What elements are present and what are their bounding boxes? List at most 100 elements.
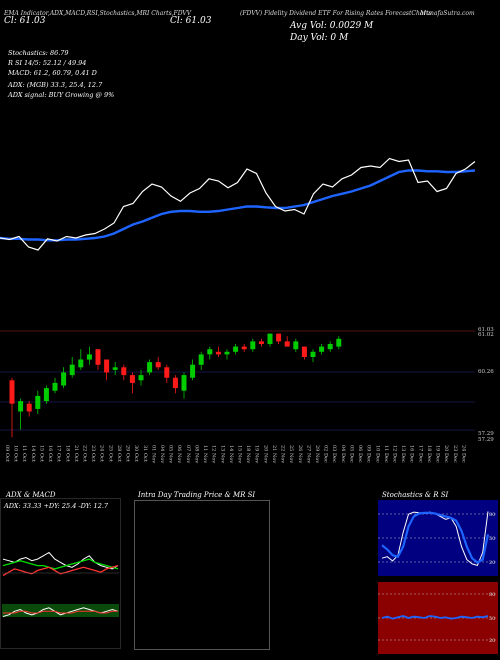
- macd-histogram: [2, 604, 119, 617]
- adx-series-line: [2, 558, 119, 570]
- date-tick-label: 29 Nov: [314, 445, 320, 463]
- adx-lines: [2, 551, 119, 577]
- stochastics-panel: 80 50 20: [378, 500, 498, 576]
- price-line: [0, 157, 476, 251]
- candle-body: [181, 375, 187, 391]
- rsi-panel: 80 50 20: [378, 582, 498, 654]
- candle-body: [69, 364, 75, 376]
- date-tick-label: 06 Dec: [357, 445, 363, 463]
- ema-line: [0, 169, 476, 242]
- date-tick-label: 15 Oct: [38, 445, 44, 462]
- date-tick-label: 04 Nov: [159, 445, 165, 463]
- candle-body: [301, 346, 307, 357]
- date-tick-label: 02 Dec: [323, 445, 329, 463]
- stoch-level-50: 50: [489, 536, 495, 542]
- date-tick-label: 09 Oct: [4, 445, 10, 462]
- date-tick-label: 16 Oct: [47, 445, 53, 462]
- date-tick-label: 11 Oct: [21, 445, 27, 462]
- level-top-a: 61.03: [478, 327, 494, 333]
- date-tick-label: 14 Nov: [228, 445, 234, 463]
- date-tick-label: 22 Oct: [82, 445, 88, 462]
- header-vol-line1: Avg Vol: 0.0029 M: [290, 21, 374, 31]
- indicator-macd: MACD: 61.2, 60.79, 0.41 D: [8, 69, 97, 77]
- date-tick-label: 01 Nov: [150, 445, 156, 463]
- adx-series-line: [2, 564, 119, 577]
- rsi-level-20: 20: [489, 638, 495, 644]
- date-tick-label: 13 Dec: [400, 445, 406, 463]
- candle-body: [250, 341, 256, 350]
- date-tick-label: 20 Dec: [443, 445, 449, 463]
- date-tick-label: 09 Dec: [366, 445, 372, 463]
- date-tick-label: 25 Oct: [107, 445, 113, 462]
- date-tick-label: 24 Dec: [460, 445, 466, 463]
- candle-body: [155, 362, 161, 368]
- candle-body: [207, 349, 213, 355]
- candle-body: [327, 344, 333, 350]
- date-tick-label: 25 Nov: [288, 445, 294, 463]
- date-tick-label: 18 Oct: [64, 445, 70, 462]
- price-ema-chart: [0, 157, 476, 251]
- adx-series-line: [2, 551, 119, 570]
- stoch-series-line: [381, 511, 490, 564]
- date-tick-label: 04 Dec: [340, 445, 346, 463]
- rsi-series-line: [381, 615, 489, 620]
- candle-body: [104, 359, 110, 373]
- date-tick-label: 19 Dec: [435, 445, 441, 463]
- date-tick-label: 24 Oct: [99, 445, 105, 462]
- candle-body: [129, 375, 135, 383]
- date-tick-label: 12 Nov: [211, 445, 217, 463]
- rsi-level-50: 50: [489, 616, 495, 622]
- date-tick-label: 16 Dec: [409, 445, 415, 463]
- header-ticker-info: (FDVV) Fidelity Dividend ETF For Rising …: [240, 10, 432, 17]
- candle-body: [190, 364, 196, 378]
- header-vol-line2: Day Vol: 0 M: [290, 33, 349, 43]
- candle-body: [18, 401, 24, 412]
- date-tick-label: 17 Dec: [417, 445, 423, 463]
- indicator-adx-signal: ADX signal: BUY Growing @ 9%: [8, 91, 115, 99]
- adx-values: ADX: 33.33 +DY: 25.4 -DY: 12.7: [3, 502, 109, 510]
- candle-body: [241, 346, 247, 350]
- macd-lines: [2, 607, 119, 617]
- date-tick-label: 15 Nov: [237, 445, 243, 463]
- stoch-level-80: 80: [489, 512, 495, 518]
- adx-panel-title: ADX & MACD: [6, 491, 56, 499]
- candle-body: [233, 346, 239, 352]
- date-tick-label: 21 Nov: [271, 445, 277, 463]
- date-tick-label: 17 Oct: [56, 445, 62, 462]
- candle-body: [284, 341, 290, 347]
- date-axis: 09 Oct 10 Oct 11 Oct 14 Oct 15 Oct 16 Oct 17 O…: [4, 445, 466, 463]
- rsi-lines: [381, 615, 489, 620]
- candle-body: [215, 351, 221, 355]
- date-tick-label: 06 Nov: [176, 445, 182, 463]
- date-tick-label: 13 Nov: [219, 445, 225, 463]
- candle-body: [95, 349, 101, 365]
- date-tick-label: 18 Dec: [426, 445, 432, 463]
- level-mid: 60.26: [478, 369, 494, 375]
- candle-body: [26, 403, 32, 412]
- stoch-level-20: 20: [489, 560, 495, 566]
- level-low-b: 57.29: [478, 437, 494, 443]
- candle-body: [147, 362, 153, 373]
- candle-body: [258, 341, 264, 344]
- rsi-level-80: 80: [489, 592, 495, 598]
- date-tick-label: 14 Oct: [30, 445, 36, 462]
- candle-body: [35, 395, 41, 409]
- header-topline: EMA Indicator,ADX,MACD,RSI,Stochastics,M…: [4, 10, 192, 17]
- candle-body: [172, 377, 178, 389]
- date-tick-label: 26 Nov: [297, 445, 303, 463]
- candle-body: [138, 375, 144, 381]
- stoch-panel-title: Stochastics & R SI: [382, 491, 449, 499]
- intraday-panel-title: Intra Day Trading Price & MR SI: [138, 491, 256, 499]
- date-tick-label: 11 Nov: [202, 445, 208, 463]
- date-tick-label: 08 Nov: [193, 445, 199, 463]
- date-tick-label: 10 Dec: [374, 445, 380, 463]
- date-tick-label: 30 Oct: [133, 445, 139, 462]
- candle-body: [310, 351, 316, 357]
- date-tick-label: 10 Oct: [13, 445, 19, 462]
- date-tick-label: 07 Nov: [185, 445, 191, 463]
- candle-body: [78, 359, 84, 368]
- header-stats-mid: Cl: 61.03: [170, 16, 212, 26]
- level-low-a: 57.29: [478, 431, 494, 437]
- intraday-panel: [134, 500, 270, 650]
- candle-body: [293, 341, 299, 350]
